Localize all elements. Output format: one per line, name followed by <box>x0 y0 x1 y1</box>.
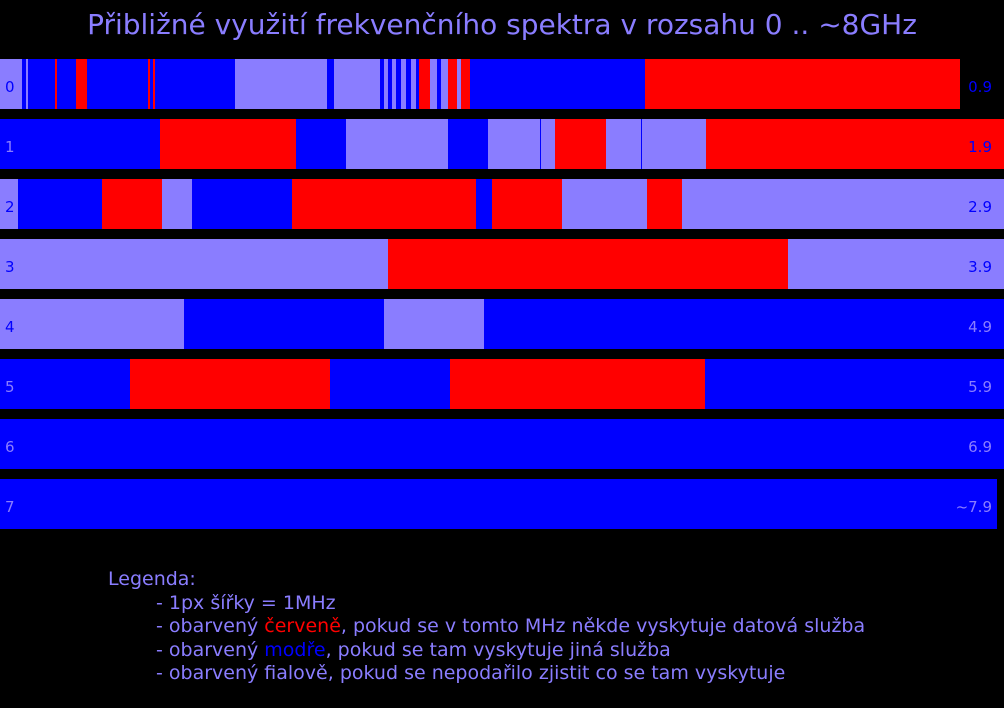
spectrum-segment <box>682 179 1004 229</box>
legend-item-purple: - obarvený fialově, pokud se nepodařilo … <box>156 662 786 684</box>
spectrum-segment <box>411 59 416 109</box>
row-end-label: 6.9 <box>968 438 992 456</box>
spectrum-row-1: 1 1.9 <box>0 119 1004 169</box>
spectrum-segment <box>450 359 705 409</box>
spectrum-segment <box>470 59 645 109</box>
spectrum-segment <box>296 119 346 169</box>
spectrum-segment <box>334 59 380 109</box>
spectrum-row-5: 5 5.9 <box>0 359 1004 409</box>
spectrum-segment <box>327 59 334 109</box>
spectrum-segment <box>0 359 130 409</box>
row-end-label: ~7.9 <box>956 498 992 516</box>
spectrum-segment <box>192 179 292 229</box>
spectrum-segment <box>0 479 997 529</box>
spectrum-segment <box>647 179 682 229</box>
legend-word-red: červeně <box>264 615 341 637</box>
spectrum-segment <box>388 239 788 289</box>
spectrum-segment <box>22 59 235 109</box>
spectrum-segment <box>384 59 388 109</box>
spectrum-segment <box>0 59 22 109</box>
spectrum-segment <box>346 119 448 169</box>
row-end-label: 5.9 <box>968 378 992 396</box>
spectrum-row-3: 3 3.9 <box>0 239 1004 289</box>
spectrum-segment <box>488 119 555 169</box>
spectrum-segment <box>476 179 492 229</box>
row-start-label: 2 <box>5 198 15 216</box>
spectrum-segment <box>419 59 430 109</box>
spectrum-segment <box>492 179 562 229</box>
spectrum-segment <box>641 119 642 169</box>
spectrum-segment <box>461 59 470 109</box>
spectrum-segment <box>706 119 1004 169</box>
spectrum-segment <box>401 59 406 109</box>
spectrum-row-2: 2 2.9 <box>0 179 1004 229</box>
spectrum-segment <box>448 59 457 109</box>
legend-item-blue-text: , pokud se tam vyskytuje jiná služba <box>325 638 671 661</box>
legend: Legenda: - 1px šířky = 1MHz - obarvený č… <box>108 568 865 686</box>
legend-item-blue: - obarvený modře, pokud se tam vyskytuje… <box>108 639 865 663</box>
row-end-label: 1.9 <box>968 138 992 156</box>
spectrum-segment <box>384 299 484 349</box>
spectrum-segment <box>160 119 296 169</box>
spectrum-segment <box>148 59 150 109</box>
spectrum-segment <box>0 179 18 229</box>
spectrum-segment <box>26 59 28 109</box>
row-end-label: 2.9 <box>968 198 992 216</box>
spectrum-segment <box>705 359 1004 409</box>
spectrum-row-4: 4 4.9 <box>0 299 1004 349</box>
spectrum-segment <box>457 59 461 109</box>
spectrum-segment <box>292 179 476 229</box>
row-start-label: 0 <box>5 78 15 96</box>
spectrum-segment <box>55 59 57 109</box>
legend-item-red: - obarvený červeně, pokud se v tomto MHz… <box>108 615 865 639</box>
spectrum-segment <box>645 59 960 109</box>
legend-item-red-prefix: - obarvený <box>156 615 265 637</box>
row-start-label: 3 <box>5 258 15 276</box>
spectrum-row-0: 0 0.9 <box>0 59 992 109</box>
legend-heading: Legenda: <box>108 568 196 590</box>
spectrum-segment <box>235 59 327 109</box>
spectrum-segment <box>540 119 541 169</box>
spectrum-segment <box>441 59 448 109</box>
chart-title: Přibližné využití frekvenčního spektra v… <box>87 8 917 41</box>
row-start-label: 1 <box>5 138 15 156</box>
spectrum-segment <box>562 179 647 229</box>
row-end-label: 3.9 <box>968 258 992 276</box>
spectrum-segment <box>0 119 160 169</box>
spectrum-segment <box>484 299 1004 349</box>
row-start-label: 7 <box>5 498 15 516</box>
row-start-label: 5 <box>5 378 15 396</box>
row-start-label: 4 <box>5 318 15 336</box>
spectrum-segment <box>102 179 162 229</box>
spectrum-segment <box>555 119 606 169</box>
spectrum-segment <box>76 59 87 109</box>
spectrum-segment <box>162 179 192 229</box>
spectrum-segment <box>0 299 184 349</box>
legend-item-scale: - 1px šířky = 1MHz <box>156 591 336 614</box>
spectrum-segment <box>330 359 450 409</box>
legend-item-blue-prefix: - obarvený <box>156 638 265 661</box>
spectrum-segment <box>0 419 1004 469</box>
row-start-label: 6 <box>5 438 15 456</box>
spectrum-segment <box>184 299 384 349</box>
row-end-label: 0.9 <box>968 78 992 96</box>
spectrum-segment <box>392 59 396 109</box>
spectrum-segment <box>153 59 155 109</box>
spectrum-segment <box>130 359 330 409</box>
row-end-label: 4.9 <box>968 318 992 336</box>
spectrum-segment <box>606 119 706 169</box>
spectrum-segment <box>18 179 102 229</box>
legend-item-red-text: , pokud se v tomto MHz někde vyskytuje d… <box>340 615 866 637</box>
legend-word-blue: modře <box>264 638 326 661</box>
spectrum-row-7: 7 ~7.9 <box>0 479 997 529</box>
spectrum-segment <box>788 239 1004 289</box>
spectrum-segment <box>0 239 388 289</box>
spectrum-row-6: 6 6.9 <box>0 419 1004 469</box>
spectrum-segment <box>448 119 488 169</box>
spectrum-segment <box>430 59 437 109</box>
